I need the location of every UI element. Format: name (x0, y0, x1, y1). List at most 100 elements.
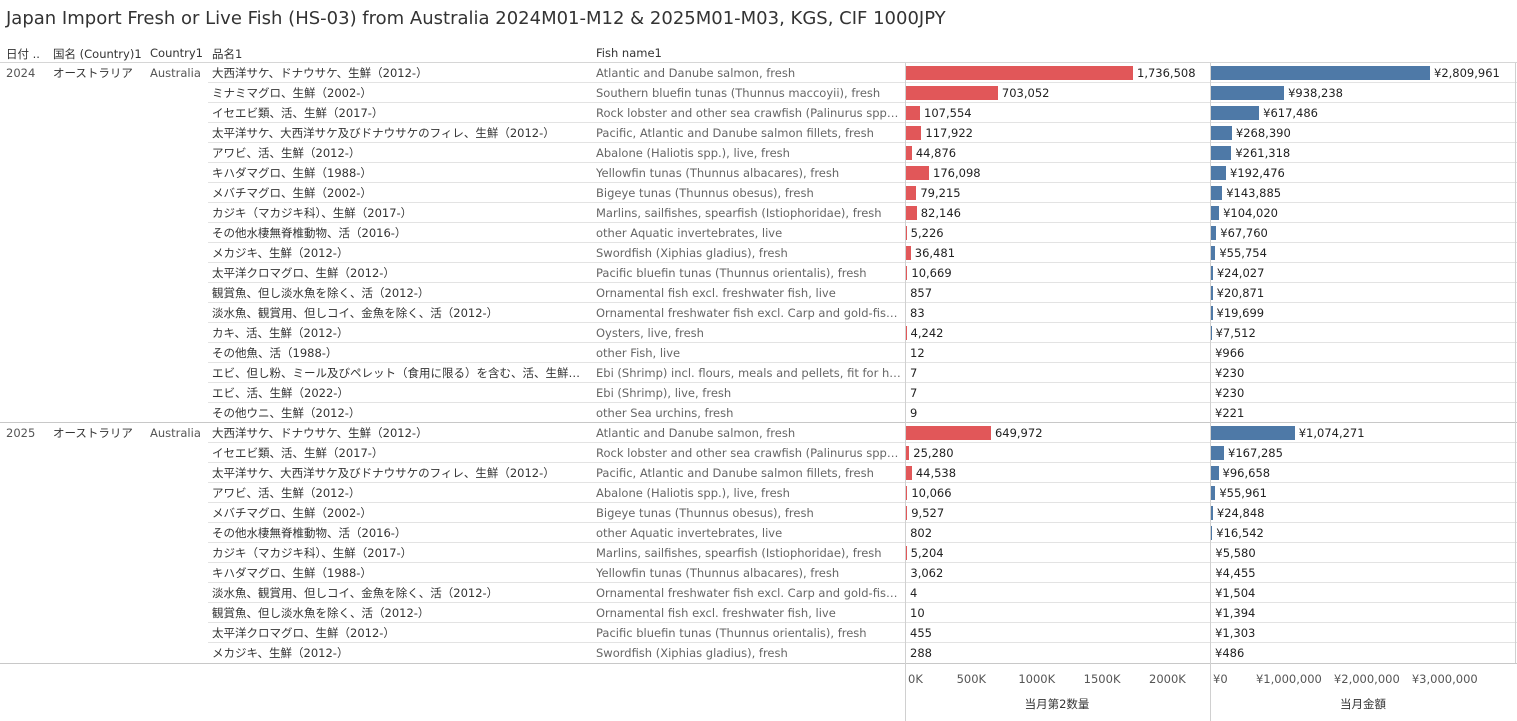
item-name-jp[interactable]: その他水棲無脊椎動物、活（2016-） (212, 226, 407, 240)
item-name-en[interactable]: other Sea urchins, fresh (596, 406, 734, 420)
item-name-jp[interactable]: 大西洋サケ、ドナウサケ、生鮮（2012-） (212, 66, 428, 80)
item-name-en[interactable]: Abalone (Haliotis spp.), live, fresh (596, 146, 790, 160)
value-bar[interactable] (1211, 426, 1295, 440)
item-name-jp[interactable]: 太平洋サケ、大西洋サケ及びドナウサケのフィレ、生鮮（2012-） (212, 466, 555, 480)
value-bar[interactable] (1211, 266, 1213, 280)
value-bar[interactable] (1211, 146, 1232, 160)
value-bar[interactable] (1211, 286, 1213, 300)
value-bar[interactable] (1211, 166, 1226, 180)
quantity-axis-title[interactable]: 当月第2数量 (1024, 697, 1090, 711)
quantity-bar[interactable] (906, 486, 908, 500)
quantity-bar[interactable] (906, 206, 917, 220)
item-name-jp[interactable]: メバチマグロ、生鮮（2002-） (212, 506, 372, 520)
item-name-jp[interactable]: イセエビ類、活、生鮮（2017-） (212, 446, 384, 460)
quantity-bar[interactable] (906, 466, 912, 480)
quantity-bar[interactable] (906, 326, 907, 340)
quantity-bar[interactable] (906, 86, 998, 100)
item-name-jp[interactable]: キハダマグロ、生鮮（1988-） (212, 566, 372, 580)
item-name-en[interactable]: other Fish, live (596, 346, 681, 360)
item-name-jp[interactable]: 太平洋サケ、大西洋サケ及びドナウサケのフィレ、生鮮（2012-） (212, 126, 555, 140)
value-bar[interactable] (1211, 86, 1285, 100)
year-label[interactable]: 2025 (6, 426, 36, 440)
item-name-en[interactable]: Rock lobster and other sea crawfish (Pal… (596, 446, 902, 460)
item-name-en[interactable]: Ebi (Shrimp), live, fresh (596, 386, 732, 400)
value-bar[interactable] (1211, 526, 1213, 540)
item-name-en[interactable]: Swordfish (Xiphias gladius), fresh (596, 646, 788, 660)
quantity-bar[interactable] (906, 166, 930, 180)
item-name-en[interactable]: Rock lobster and other sea crawfish (Pal… (596, 106, 902, 120)
value-bar[interactable] (1211, 206, 1220, 220)
item-name-en[interactable]: Yellowfin tunas (Thunnus albacares), fre… (596, 166, 840, 180)
year-label[interactable]: 2024 (6, 66, 36, 80)
value-bar[interactable] (1211, 306, 1213, 320)
quantity-bar[interactable] (906, 246, 911, 260)
value-bar[interactable] (1211, 506, 1213, 520)
quantity-bar[interactable] (906, 446, 910, 460)
item-name-jp[interactable]: その他水棲無脊椎動物、活（2016-） (212, 526, 407, 540)
header-item-en[interactable]: Fish name1 (596, 46, 662, 60)
item-name-jp[interactable]: メカジキ、生鮮（2012-） (212, 246, 349, 260)
item-name-en[interactable]: Abalone (Haliotis spp.), live, fresh (596, 486, 790, 500)
header-country-en[interactable]: Country1 (150, 46, 204, 60)
item-name-jp[interactable]: 太平洋クロマグロ、生鮮（2012-） (212, 626, 395, 640)
quantity-bar[interactable] (906, 226, 907, 240)
item-name-en[interactable]: Swordfish (Xiphias gladius), fresh (596, 246, 788, 260)
item-name-en[interactable]: Ornamental freshwater fish excl. Carp an… (596, 306, 902, 320)
item-name-en[interactable]: Atlantic and Danube salmon, fresh (596, 426, 796, 440)
value-bar[interactable] (1211, 186, 1223, 200)
value-bar[interactable] (1211, 66, 1430, 80)
item-name-jp[interactable]: その他ウニ、生鮮（2012-） (212, 406, 361, 420)
item-name-en[interactable]: Yellowfin tunas (Thunnus albacares), fre… (596, 566, 840, 580)
item-name-en[interactable]: Pacific, Atlantic and Danube salmon fill… (596, 126, 874, 140)
item-name-jp[interactable]: エビ、但し粉、ミール及びペレット（食用に限る）を含む、活、生鮮（2017-20.… (212, 366, 590, 380)
item-name-jp[interactable]: 観賞魚、但し淡水魚を除く、活（2012-） (212, 286, 430, 300)
quantity-bar[interactable] (906, 126, 922, 140)
item-name-en[interactable]: Southern bluefin tunas (Thunnus maccoyii… (596, 86, 881, 100)
value-bar[interactable] (1211, 106, 1260, 120)
country-en-label[interactable]: Australia (150, 66, 201, 80)
item-name-jp[interactable]: キハダマグロ、生鮮（1988-） (212, 166, 372, 180)
item-name-jp[interactable]: イセエビ類、活、生鮮（2017-） (212, 106, 384, 120)
item-name-jp[interactable]: メバチマグロ、生鮮（2002-） (212, 186, 372, 200)
item-name-jp[interactable]: 大西洋サケ、ドナウサケ、生鮮（2012-） (212, 426, 428, 440)
quantity-bar[interactable] (906, 186, 917, 200)
item-name-jp[interactable]: ミナミマグロ、生鮮（2002-） (212, 86, 372, 100)
quantity-bar[interactable] (906, 506, 908, 520)
item-name-en[interactable]: Ornamental fish excl. freshwater fish, l… (596, 286, 836, 300)
item-name-en[interactable]: Bigeye tunas (Thunnus obesus), fresh (596, 186, 814, 200)
country-jp-label[interactable]: オーストラリア (53, 426, 133, 440)
item-name-en[interactable]: Ornamental freshwater fish excl. Carp an… (596, 586, 902, 600)
item-name-en[interactable]: Bigeye tunas (Thunnus obesus), fresh (596, 506, 814, 520)
quantity-bar[interactable] (906, 266, 908, 280)
header-item-jp[interactable]: 品名1 (212, 47, 243, 61)
item-name-en[interactable]: Marlins, sailfishes, spearfish (Istiopho… (596, 206, 882, 220)
item-name-jp[interactable]: アワビ、活、生鮮（2012-） (212, 146, 361, 160)
item-name-jp[interactable]: エビ、活、生鮮（2022-） (212, 386, 349, 400)
value-bar[interactable] (1211, 246, 1216, 260)
value-bar[interactable] (1211, 126, 1232, 140)
item-name-en[interactable]: Pacific bluefin tunas (Thunnus orientali… (596, 266, 867, 280)
value-bar[interactable] (1211, 466, 1219, 480)
quantity-bar[interactable] (906, 546, 907, 560)
value-axis-title[interactable]: 当月金額 (1340, 697, 1386, 711)
item-name-en[interactable]: Ornamental fish excl. freshwater fish, l… (596, 606, 836, 620)
item-name-jp[interactable]: その他魚、活（1988-） (212, 346, 338, 360)
header-date[interactable]: 日付 .. (6, 47, 40, 61)
header-country-jp[interactable]: 国名 (Country)1 (53, 47, 142, 61)
item-name-en[interactable]: Pacific bluefin tunas (Thunnus orientali… (596, 626, 867, 640)
item-name-en[interactable]: Atlantic and Danube salmon, fresh (596, 66, 796, 80)
item-name-en[interactable]: other Aquatic invertebrates, live (596, 226, 783, 240)
item-name-jp[interactable]: メカジキ、生鮮（2012-） (212, 646, 349, 660)
country-jp-label[interactable]: オーストラリア (53, 66, 133, 80)
value-bar[interactable] (1211, 446, 1225, 460)
item-name-en[interactable]: Pacific, Atlantic and Danube salmon fill… (596, 466, 874, 480)
item-name-jp[interactable]: カキ、活、生鮮（2012-） (212, 326, 349, 340)
value-bar[interactable] (1211, 486, 1216, 500)
quantity-bar[interactable] (906, 146, 912, 160)
quantity-bar[interactable] (906, 106, 921, 120)
item-name-jp[interactable]: 観賞魚、但し淡水魚を除く、活（2012-） (212, 606, 430, 620)
item-name-jp[interactable]: アワビ、活、生鮮（2012-） (212, 486, 361, 500)
item-name-en[interactable]: other Aquatic invertebrates, live (596, 526, 783, 540)
item-name-jp[interactable]: カジキ（マカジキ科）、生鮮（2017-） (212, 206, 413, 220)
item-name-en[interactable]: Oysters, live, fresh (596, 326, 704, 340)
